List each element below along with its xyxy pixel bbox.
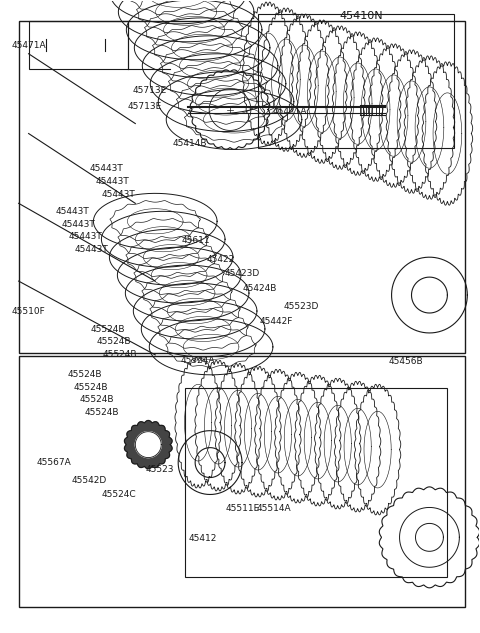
Text: 45523D: 45523D [283,302,318,311]
Text: 45511E: 45511E [226,504,260,513]
Bar [29,21,128,69]
Bar [19,356,465,607]
Text: 45523: 45523 [145,465,174,473]
Text: 45412: 45412 [188,534,216,543]
Text: 45442F: 45442F [259,317,292,326]
Bar [19,21,465,353]
Text: 45524B: 45524B [96,337,131,346]
Text: 45542D: 45542D [72,476,107,485]
Text: 45524B: 45524B [91,325,125,334]
Text: 45514A: 45514A [256,504,291,513]
Text: 45443T: 45443T [62,220,96,229]
Text: 45421A: 45421A [273,107,307,116]
Text: 45611: 45611 [181,236,210,245]
Text: 45510F: 45510F [11,307,45,316]
Text: 45422: 45422 [206,255,235,264]
Text: 45443T: 45443T [74,245,108,254]
Text: 45443T: 45443T [68,232,102,241]
Text: 45424B: 45424B [243,284,277,292]
Text: 45567A: 45567A [36,458,71,467]
Text: 45423D: 45423D [225,269,260,278]
Text: 45524B: 45524B [79,396,114,404]
Text: 45713E: 45713E [132,86,167,95]
Circle shape [135,432,161,458]
Text: 45456B: 45456B [388,358,423,367]
Text: 45524A: 45524A [180,356,215,365]
Text: 45443T: 45443T [96,177,129,186]
Text: 45524C: 45524C [101,490,136,499]
Text: 45713E: 45713E [128,103,162,111]
Text: 45443T: 45443T [89,165,123,173]
Text: 45524B: 45524B [68,370,102,379]
Polygon shape [124,420,172,469]
Text: 45443T: 45443T [56,207,89,216]
Text: 45410N: 45410N [340,11,384,21]
Text: 45524B: 45524B [85,408,120,417]
Text: 45524B: 45524B [102,350,137,359]
Text: 45443T: 45443T [102,189,135,199]
Text: 45471A: 45471A [11,41,46,49]
Text: 45524B: 45524B [73,383,108,392]
Text: 45414B: 45414B [173,139,207,148]
